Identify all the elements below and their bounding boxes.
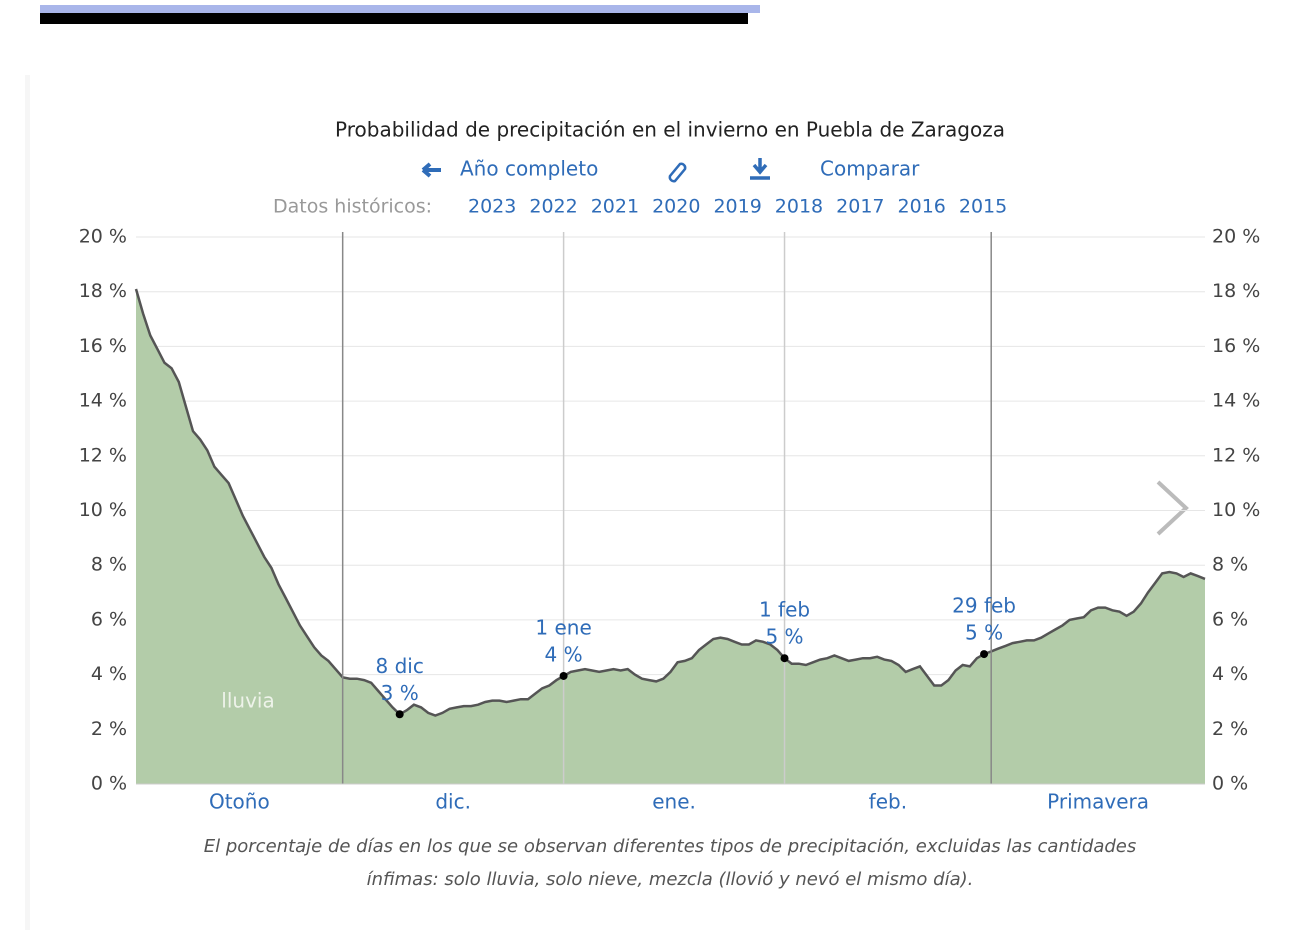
y-tick-label: 18 % [79,280,127,302]
header-bar [40,13,748,24]
x-tick-label: Primavera [1047,790,1149,814]
area [136,289,1205,784]
year-link[interactable]: 2017 [836,196,884,218]
y-tick-label-right: 16 % [1212,335,1260,357]
line [134,288,1206,717]
year-link[interactable]: 2018 [775,196,823,218]
year-link[interactable]: 2023 [468,196,516,218]
y-tick-label: 0 % [91,773,127,795]
x-tick-label: ene. [652,790,696,814]
annotation-value: 5 % [965,621,1003,645]
annotation-date: 8 dic [376,654,424,678]
x-tick-label: dic. [435,790,471,814]
y-tick-label-right: 6 % [1212,608,1248,630]
y-tick-label: 14 % [79,390,127,412]
y-tick-label-right: 8 % [1212,554,1248,576]
point [780,654,789,663]
panel-edge [25,75,30,930]
y-tick-label: 10 % [79,499,127,521]
y-tick-label-right: 4 % [1212,663,1248,685]
year-link[interactable]: 2021 [591,196,639,218]
annotation-date: 29 feb [952,594,1016,618]
y-tick-label: 8 % [91,554,127,576]
y-tick-label-right: 14 % [1212,390,1260,412]
year-link[interactable]: 2022 [529,196,577,218]
y-tick-label: 2 % [91,718,127,740]
y-tick-label: 20 % [79,226,127,248]
y-tick-label: 12 % [79,444,127,466]
chart-title: Probabilidad de precipitación en el invi… [335,118,1005,142]
compare-link[interactable]: Comparar [820,157,920,181]
y-tick-label-right: 0 % [1212,773,1248,795]
point [980,650,989,659]
y-tick-label-right: 18 % [1212,280,1260,302]
y-tick-label-right: 20 % [1212,226,1260,248]
annotation-value: 4 % [545,642,583,666]
annotation-value: 5 % [765,625,803,649]
download-icon[interactable] [750,158,770,180]
y-tick-label: 16 % [79,335,127,357]
point [395,710,404,719]
history-label: Datos históricos: [273,196,432,218]
y-tick-label-right: 10 % [1212,499,1260,521]
back-icon[interactable] [421,162,441,178]
year-link[interactable]: 2016 [898,196,946,218]
y-tick-label: 6 % [91,608,127,630]
annotation-date: 1 ene [535,615,591,639]
caption: El porcentaje de días en los que se obse… [204,836,1137,857]
year-link[interactable]: 2015 [959,196,1007,218]
y-tick-label-right: 2 % [1212,718,1248,740]
year-link[interactable]: 2020 [652,196,700,218]
x-tick-label: feb. [869,790,907,814]
year-link[interactable]: 2019 [713,196,761,218]
x-tick-label: Otoño [209,790,270,814]
series-label: lluvia [221,689,274,713]
annotation-value: 3 % [381,681,419,705]
annotation-date: 1 feb [759,598,810,622]
caption: ínfimas: solo lluvia, solo nieve, mezcla… [367,869,974,890]
next-arrow[interactable] [1156,480,1189,536]
point [559,671,568,680]
y-tick-label-right: 12 % [1212,444,1260,466]
link-icon[interactable] [668,162,687,183]
back-link[interactable]: Año completo [460,157,598,181]
y-tick-label: 4 % [91,663,127,685]
header-bar [40,5,760,13]
